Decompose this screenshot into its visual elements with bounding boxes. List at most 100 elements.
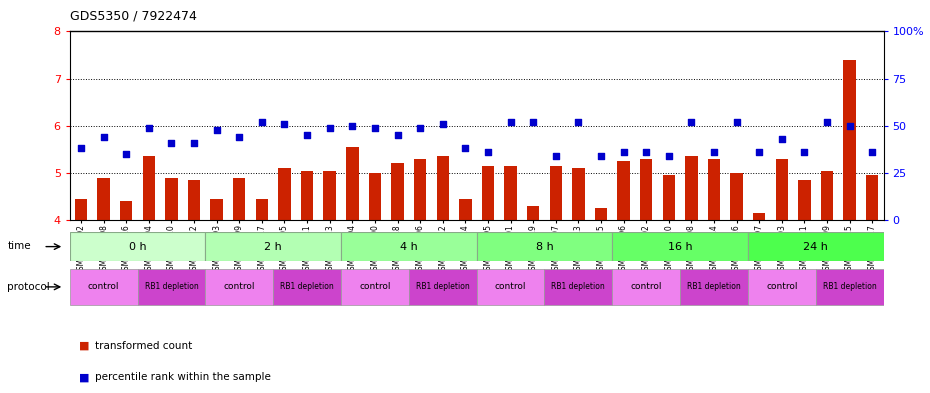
- Bar: [206, 269, 273, 305]
- Bar: [70, 269, 138, 305]
- Bar: [341, 269, 409, 305]
- Point: [549, 153, 564, 159]
- Bar: [206, 232, 341, 261]
- Text: RB1 depletion: RB1 depletion: [280, 283, 334, 291]
- Point: [119, 151, 134, 157]
- Bar: [504, 166, 517, 220]
- Text: control: control: [223, 283, 255, 291]
- Bar: [798, 180, 811, 220]
- Bar: [708, 159, 720, 220]
- Bar: [544, 269, 612, 305]
- Point: [96, 134, 111, 140]
- Bar: [748, 232, 884, 261]
- Bar: [98, 178, 110, 220]
- Point: [797, 149, 812, 155]
- Bar: [324, 171, 336, 220]
- Point: [819, 119, 834, 125]
- Text: control: control: [631, 283, 662, 291]
- Bar: [210, 199, 223, 220]
- Bar: [436, 156, 449, 220]
- Point: [323, 125, 338, 131]
- Bar: [572, 168, 585, 220]
- Text: RB1 depletion: RB1 depletion: [551, 283, 605, 291]
- Bar: [844, 60, 856, 220]
- Text: ■: ■: [79, 341, 89, 351]
- Text: GDS5350 / 7922474: GDS5350 / 7922474: [70, 10, 196, 23]
- Point: [299, 132, 314, 138]
- Point: [481, 149, 496, 155]
- Point: [209, 127, 224, 133]
- Text: 8 h: 8 h: [536, 242, 553, 252]
- Point: [525, 119, 540, 125]
- Point: [593, 153, 608, 159]
- Bar: [662, 175, 675, 220]
- Point: [141, 125, 156, 131]
- Bar: [816, 269, 884, 305]
- Bar: [273, 269, 341, 305]
- Point: [503, 119, 518, 125]
- Bar: [409, 269, 476, 305]
- Point: [616, 149, 631, 155]
- Point: [277, 121, 292, 127]
- Point: [164, 140, 179, 146]
- Bar: [640, 159, 652, 220]
- Point: [775, 136, 790, 142]
- Text: ■: ■: [79, 372, 89, 382]
- Bar: [476, 232, 612, 261]
- Text: 16 h: 16 h: [668, 242, 692, 252]
- Text: control: control: [359, 283, 391, 291]
- Bar: [138, 269, 206, 305]
- Point: [435, 121, 450, 127]
- Bar: [730, 173, 743, 220]
- Point: [661, 153, 676, 159]
- Text: 24 h: 24 h: [804, 242, 828, 252]
- Bar: [482, 166, 494, 220]
- Bar: [612, 269, 680, 305]
- Bar: [278, 168, 291, 220]
- Point: [367, 125, 382, 131]
- Point: [751, 149, 766, 155]
- Bar: [550, 166, 562, 220]
- Point: [413, 125, 428, 131]
- Text: time: time: [7, 241, 31, 252]
- Bar: [301, 171, 313, 220]
- Text: RB1 depletion: RB1 depletion: [687, 283, 741, 291]
- Bar: [70, 232, 206, 261]
- Bar: [753, 213, 765, 220]
- Bar: [680, 269, 748, 305]
- Bar: [685, 156, 698, 220]
- Bar: [188, 180, 200, 220]
- Point: [458, 145, 472, 152]
- Bar: [776, 159, 788, 220]
- Text: 4 h: 4 h: [400, 242, 418, 252]
- Bar: [120, 201, 132, 220]
- Bar: [612, 232, 748, 261]
- Bar: [748, 269, 816, 305]
- Bar: [866, 175, 879, 220]
- Bar: [527, 206, 539, 220]
- Bar: [392, 163, 404, 220]
- Bar: [256, 199, 268, 220]
- Text: percentile rank within the sample: percentile rank within the sample: [95, 372, 271, 382]
- Point: [684, 119, 698, 125]
- Text: control: control: [766, 283, 798, 291]
- Point: [843, 123, 857, 129]
- Bar: [74, 199, 87, 220]
- Bar: [618, 161, 630, 220]
- Bar: [368, 173, 381, 220]
- Text: RB1 depletion: RB1 depletion: [416, 283, 470, 291]
- Point: [865, 149, 880, 155]
- Point: [571, 119, 586, 125]
- Point: [639, 149, 654, 155]
- Text: protocol: protocol: [7, 282, 50, 292]
- Bar: [233, 178, 246, 220]
- Bar: [459, 199, 472, 220]
- Bar: [142, 156, 155, 220]
- Point: [73, 145, 88, 152]
- Text: transformed count: transformed count: [95, 341, 193, 351]
- Text: 2 h: 2 h: [264, 242, 282, 252]
- Bar: [341, 232, 476, 261]
- Point: [390, 132, 405, 138]
- Point: [187, 140, 202, 146]
- Text: control: control: [495, 283, 526, 291]
